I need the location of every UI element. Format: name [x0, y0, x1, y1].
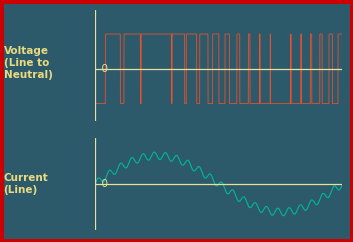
- Text: 0: 0: [95, 64, 108, 74]
- Text: 0: 0: [95, 179, 108, 189]
- Text: Current
(Line): Current (Line): [4, 173, 48, 195]
- Text: Voltage
(Line to
Neutral): Voltage (Line to Neutral): [4, 46, 52, 80]
